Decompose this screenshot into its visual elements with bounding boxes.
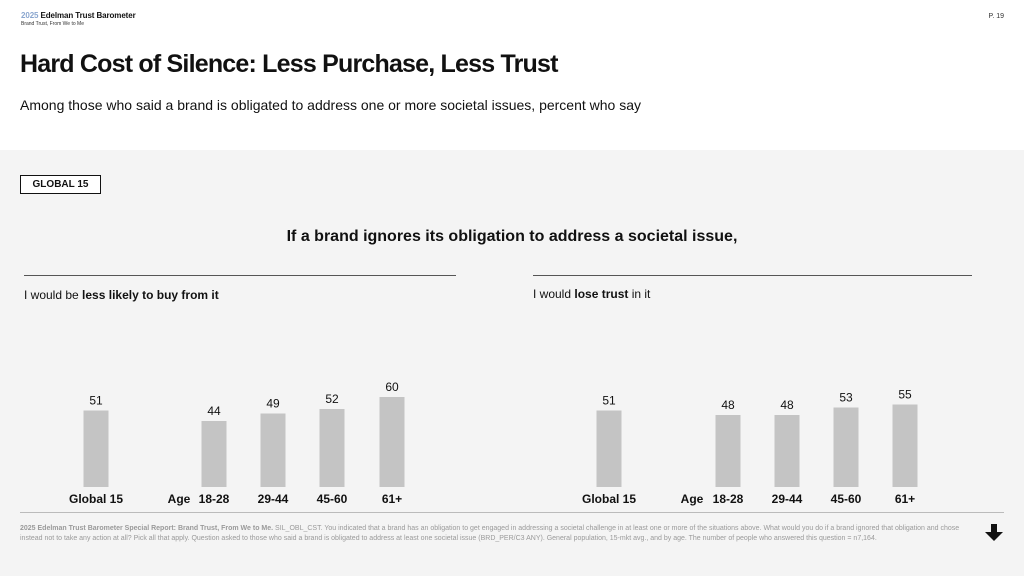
- left-value-label-1: 44: [207, 404, 221, 418]
- scope-badge: GLOBAL 15: [20, 175, 101, 194]
- left-bar-0: [83, 410, 109, 487]
- left-panel-label: I would be less likely to buy from it: [24, 288, 219, 302]
- right-category-label-1: 18-28: [713, 492, 744, 506]
- left-category-label-4: 61+: [382, 492, 402, 506]
- left-bar-3: [319, 409, 345, 487]
- footnote-source: 2025 Edelman Trust Barometer Special Rep…: [20, 525, 274, 532]
- right-category-label-3: 45-60: [831, 492, 862, 506]
- right-bar-0: [596, 410, 622, 487]
- right-label-prefix: I would: [533, 287, 575, 301]
- chart-heading: If a brand ignores its obligation to add…: [286, 228, 738, 245]
- left-age-label: Age: [168, 492, 191, 506]
- content-panel: [0, 150, 1024, 576]
- right-panel-rule: [533, 275, 972, 276]
- right-value-label-1: 48: [721, 398, 735, 412]
- right-value-label-0: 51: [602, 394, 616, 408]
- page-title: Hard Cost of Silence: Less Purchase, Les…: [20, 50, 558, 78]
- right-label-bold: lose trust: [574, 287, 629, 301]
- left-label-prefix: I would be: [24, 288, 83, 302]
- left-value-label-2: 49: [266, 397, 280, 411]
- right-bar-2: [774, 415, 800, 487]
- left-category-label-3: 45-60: [317, 492, 348, 506]
- page-number: P. 19: [988, 13, 1004, 20]
- left-label-bold: less likely to buy from it: [82, 288, 219, 302]
- right-value-label-3: 53: [839, 391, 853, 405]
- right-bar-3: [833, 407, 859, 487]
- report-brand-name: Edelman Trust Barometer: [40, 11, 136, 20]
- right-bar-4: [892, 404, 918, 487]
- report-brand: 2025 Edelman Trust Barometer: [21, 11, 136, 20]
- left-bar-1: [201, 421, 227, 487]
- report-subtitle: Brand Trust, From We to Me: [21, 21, 84, 27]
- left-panel-rule: [24, 275, 456, 276]
- right-value-label-4: 55: [898, 388, 912, 402]
- left-value-label-3: 52: [325, 392, 339, 406]
- right-label-suffix: in it: [628, 287, 651, 301]
- right-category-label-2: 29-44: [772, 492, 803, 506]
- next-arrow-icon[interactable]: [984, 522, 1004, 542]
- left-category-label-2: 29-44: [258, 492, 289, 506]
- report-year: 2025: [21, 11, 39, 20]
- footnote-text: SIL_OBL_CST. You indicated that a brand …: [20, 525, 960, 542]
- footnote: 2025 Edelman Trust Barometer Special Rep…: [20, 524, 970, 543]
- right-panel-label: I would lose trust in it: [533, 287, 650, 301]
- right-bar-1: [715, 415, 741, 487]
- left-bar-2: [260, 413, 286, 487]
- right-category-label-4: 61+: [895, 492, 915, 506]
- right-category-label-0: Global 15: [582, 492, 636, 506]
- left-bar-4: [379, 397, 405, 487]
- right-value-label-2: 48: [780, 398, 794, 412]
- left-value-label-4: 60: [385, 380, 399, 394]
- left-category-label-0: Global 15: [69, 492, 123, 506]
- left-value-label-0: 51: [89, 394, 103, 408]
- footnote-divider: [20, 512, 1004, 513]
- left-category-label-1: 18-28: [199, 492, 230, 506]
- page-subtitle: Among those who said a brand is obligate…: [20, 97, 642, 113]
- right-age-label: Age: [681, 492, 704, 506]
- bar-charts: 51 Global 15 44 18-28 49 29-44 52 45-60 60 61+ Age…: [69, 380, 918, 506]
